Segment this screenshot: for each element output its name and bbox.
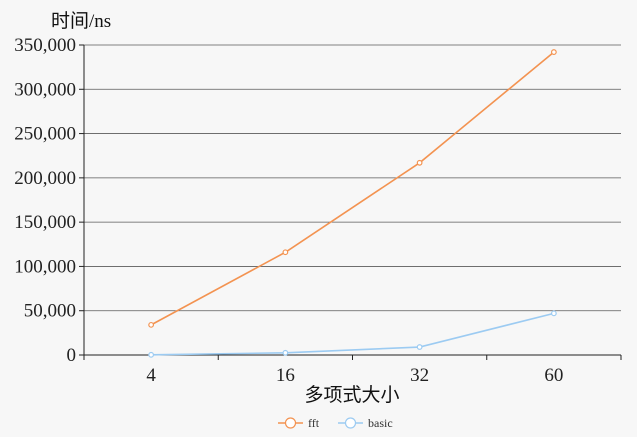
axes: [79, 44, 622, 360]
data-point: [282, 249, 289, 256]
y-tick-label: 0: [67, 345, 77, 366]
series-line: [150, 51, 555, 326]
series-line: [151, 312, 555, 356]
x-tick-label: 4: [146, 365, 156, 386]
series-basic: [148, 310, 557, 358]
x-tick-label: 16: [276, 365, 295, 386]
y-tick-labels: 0 50,000 100,000 150,000 200,000 250,000 300,0…: [14, 35, 76, 366]
y-axis-title: 时间/ns: [51, 10, 111, 32]
y-tick-label: 100,000: [14, 256, 76, 277]
y-tick-label: 350,000: [14, 35, 76, 56]
legend-circle-marker: [344, 417, 357, 429]
series-fft: [148, 49, 557, 328]
legend-circle-marker: [284, 417, 297, 429]
y-tick-label: 50,000: [24, 301, 76, 322]
legend-item-fft[interactable]: fft: [278, 416, 320, 430]
data-point: [416, 344, 423, 350]
legend-label: basic: [368, 416, 393, 430]
data-point: [550, 310, 557, 317]
series-layer: [148, 49, 557, 358]
x-tick-labels: 4 16 32 60: [146, 365, 563, 386]
legend-label: fft: [308, 416, 320, 430]
legend: fft basic: [278, 416, 393, 430]
legend-item-basic[interactable]: basic: [338, 416, 393, 430]
data-point: [148, 351, 155, 358]
x-axis-title: 多项式大小: [304, 384, 399, 406]
x-tick-label: 32: [410, 365, 429, 386]
gridlines: [84, 44, 621, 312]
y-tick-label: 300,000: [14, 79, 76, 100]
data-point: [416, 159, 423, 166]
x-tick-label: 60: [544, 365, 563, 386]
y-tick-label: 250,000: [14, 124, 76, 145]
data-point: [148, 321, 155, 328]
data-point: [282, 349, 289, 356]
y-tick-label: 200,000: [14, 168, 76, 189]
data-point: [550, 49, 557, 55]
y-tick-label: 150,000: [14, 212, 76, 233]
